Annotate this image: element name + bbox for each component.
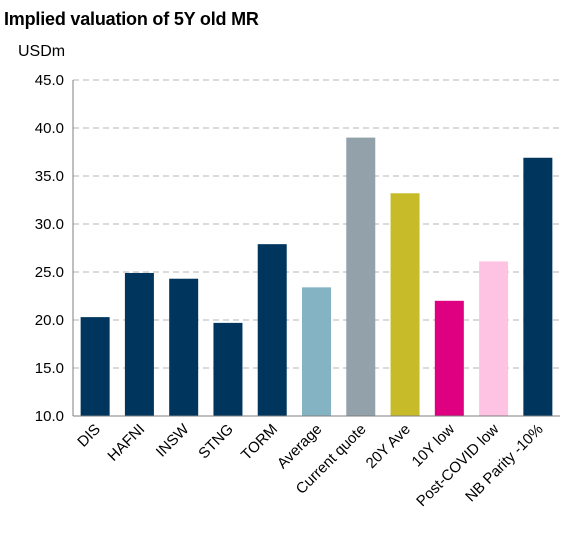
bar <box>302 287 331 416</box>
y-tick-label: 20.0 <box>35 312 64 329</box>
axes <box>72 80 560 417</box>
y-tick-label: 15.0 <box>35 360 64 377</box>
bar <box>479 261 509 416</box>
y-axis-unit-label: USDm <box>18 43 66 60</box>
x-category-label: TORM <box>238 421 281 464</box>
bar <box>434 300 464 416</box>
bar <box>169 278 199 416</box>
x-category-label: HAFNI <box>104 421 148 465</box>
y-tick-label: 35.0 <box>35 168 64 185</box>
bar <box>213 322 243 416</box>
grid-lines <box>73 79 560 369</box>
y-tick-labels: 10.0 15.0 20.0 25.0 30.0 35.0 40.0 45.0 <box>35 72 64 425</box>
bars <box>80 137 553 416</box>
x-category-label: DIS <box>74 421 104 451</box>
y-tick-label: 10.0 <box>35 408 64 425</box>
bar <box>346 137 376 416</box>
bar <box>124 272 154 416</box>
y-tick-label: 30.0 <box>35 216 64 233</box>
y-tick-label: 40.0 <box>35 120 64 137</box>
bar <box>80 317 110 416</box>
bar <box>257 244 287 416</box>
x-category-label: STNG <box>195 421 236 462</box>
bar <box>523 157 553 416</box>
y-tick-label: 25.0 <box>35 264 64 281</box>
x-category-label: INSW <box>153 420 193 460</box>
x-category-label: NB Parity -10% <box>462 421 547 506</box>
chart-title: Implied valuation of 5Y old MR <box>4 9 259 29</box>
bar <box>390 193 420 416</box>
x-category-label: 20Y Ave <box>363 421 414 472</box>
y-tick-label: 45.0 <box>35 72 64 89</box>
